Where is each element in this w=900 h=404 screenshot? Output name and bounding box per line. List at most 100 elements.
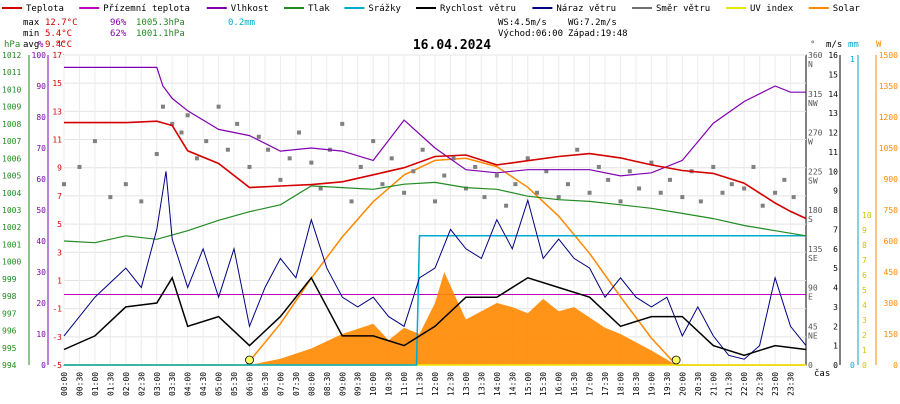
legend: Teplota Přízemní teplota Vlhkost Tlak Srážky… — [2, 4, 860, 14]
stats-min-hum: 62% — [110, 29, 127, 39]
wind-direction-point — [751, 164, 756, 169]
legend-label-8: UV index — [750, 4, 794, 14]
temperature-line — [64, 120, 807, 220]
direction-tick-0: 360 — [808, 51, 823, 60]
stats-max-label: max — [23, 18, 40, 28]
solar-tick-5: 750 — [884, 206, 899, 215]
solar-tick-1: 1350 — [879, 82, 898, 91]
stats-max-hum: 96% — [110, 18, 127, 28]
wind-direction-point — [587, 190, 592, 195]
wind-direction-point — [179, 130, 184, 135]
direction-label-6: E — [808, 293, 813, 302]
time-label-17: 08:30 — [323, 372, 332, 396]
uv-tick-8: 2 — [862, 331, 867, 340]
wind-direction-point — [742, 186, 747, 191]
time-label-9: 04:30 — [199, 372, 208, 396]
direction-label-4: S — [808, 215, 813, 224]
direction-label-2: W — [808, 138, 813, 147]
wind-tick-16: 0 — [833, 361, 838, 370]
solar-tick-2: 1200 — [879, 113, 898, 122]
direction-label-7: NE — [808, 331, 818, 340]
humidity-tick-0: 100 — [32, 51, 47, 60]
solar-layer — [64, 157, 806, 366]
humidity-tick-5: 50 — [36, 206, 46, 215]
wind-tick-9: 7 — [833, 225, 838, 234]
time-label-1: 00:30 — [75, 372, 84, 396]
time-label-26: 13:00 — [462, 372, 471, 396]
time-label-43: 21:30 — [725, 372, 734, 396]
unit-mm: mm — [848, 40, 859, 50]
wind-direction-point — [606, 177, 611, 182]
wind-direction-point — [154, 152, 159, 157]
wind-tick-0: 16 — [828, 51, 838, 60]
wind-tick-8: 8 — [833, 206, 838, 215]
time-label-25: 12:30 — [446, 372, 455, 396]
temp-tick-3: 11 — [52, 136, 62, 145]
wind-direction-point — [411, 169, 416, 174]
direction-label-5: SE — [808, 254, 818, 263]
wind-tick-10: 6 — [833, 245, 838, 254]
time-label-36: 18:00 — [617, 372, 626, 396]
time-label-37: 18:30 — [632, 372, 641, 396]
pressure-tick-11: 1001 — [2, 240, 21, 249]
uv-tick-9: 1 — [862, 346, 867, 355]
wind-direction-point — [513, 182, 518, 187]
wind-gust-line — [63, 171, 807, 360]
wind-direction-point — [77, 164, 82, 169]
wind-direction-point — [371, 139, 376, 144]
sun-marker-sunrise — [245, 355, 254, 365]
time-label-22: 11:00 — [400, 372, 409, 396]
humidity-tick-9: 10 — [36, 330, 46, 339]
direction-tick-2: 270 — [808, 129, 823, 138]
wind-direction-point — [773, 190, 778, 195]
pressure-line — [63, 181, 807, 244]
solar-tick-6: 600 — [884, 237, 899, 246]
wind-direction-point — [194, 156, 199, 161]
uv-tick-4: 6 — [862, 271, 867, 280]
wind-direction-point — [287, 156, 292, 161]
pressure-tick-7: 1005 — [2, 172, 21, 181]
time-label-14: 07:00 — [276, 372, 285, 396]
time-label-4: 02:00 — [122, 372, 131, 396]
time-label-6: 03:00 — [153, 372, 162, 396]
wind-tick-1: 15 — [828, 70, 838, 79]
legend-label-4: Srážky — [368, 4, 401, 14]
stats-block: max 12.7°C 96% 1005.3hPa 0.2mm min 5.4°C… — [23, 18, 255, 50]
wind-direction-point — [380, 182, 385, 187]
pressure-tick-12: 1000 — [2, 258, 21, 267]
direction-tick-5: 135 — [808, 245, 823, 254]
wind-direction-point — [318, 186, 323, 191]
wind-direction-point — [627, 169, 632, 174]
temp-tick-0: 17 — [52, 51, 62, 60]
pressure-tick-14: 998 — [2, 292, 17, 301]
humidity-line — [64, 66, 806, 177]
pressure-tick-0: 1012 — [2, 51, 21, 60]
uv-tick-3: 7 — [862, 256, 867, 265]
solar-tick-9: 150 — [884, 330, 899, 339]
unit-time: čas — [814, 368, 830, 379]
uv-tick-0: 10 — [862, 211, 872, 220]
time-label-31: 15:30 — [539, 372, 548, 396]
time-label-15: 07:30 — [292, 372, 301, 396]
pressure-tick-1: 1011 — [2, 68, 21, 77]
humidity-tick-3: 70 — [36, 144, 46, 153]
temp-tick-2: 13 — [52, 107, 62, 116]
time-label-27: 13:30 — [477, 372, 486, 396]
wind-direction-point — [525, 156, 530, 161]
humidity-tick-6: 40 — [36, 237, 46, 246]
wind-tick-14: 2 — [833, 322, 838, 331]
time-label-35: 17:30 — [601, 372, 610, 396]
rain-tick-0: 1 — [850, 55, 855, 64]
unit-deg: ° — [810, 40, 815, 50]
wind-direction-point — [649, 160, 654, 165]
time-label-24: 12:00 — [431, 372, 440, 396]
wind-tick-4: 12 — [828, 129, 838, 138]
wind-direction-point — [62, 182, 66, 187]
wind-direction-point — [349, 199, 354, 204]
temp-tick-7: 3 — [57, 248, 62, 257]
temp-tick-5: 7 — [57, 192, 62, 201]
wind-direction-point — [504, 203, 509, 208]
sunrise-info: Východ:06:00 — [498, 29, 563, 39]
stats-max-rain: 0.2mm — [228, 18, 255, 28]
